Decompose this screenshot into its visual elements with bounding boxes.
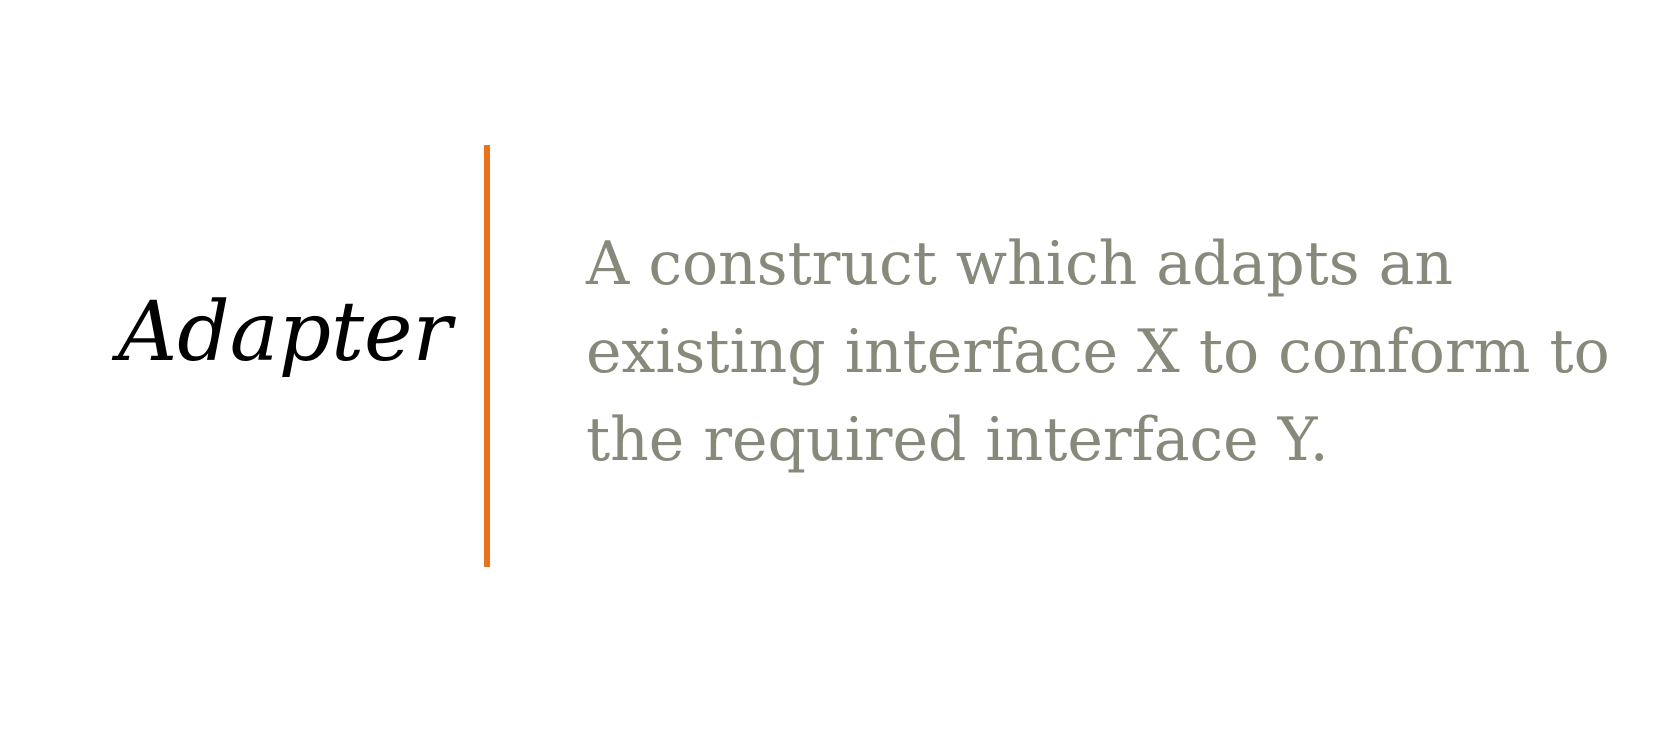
definition-line: A construct which adapts an xyxy=(586,229,1454,299)
definition-line: existing interface X to conform to xyxy=(586,317,1610,387)
definition-text: A construct which adapts an existing int… xyxy=(586,220,1656,484)
term-title: Adapter xyxy=(118,285,452,380)
vertical-divider xyxy=(484,145,490,567)
definition-line: the required interface Y. xyxy=(586,405,1329,475)
